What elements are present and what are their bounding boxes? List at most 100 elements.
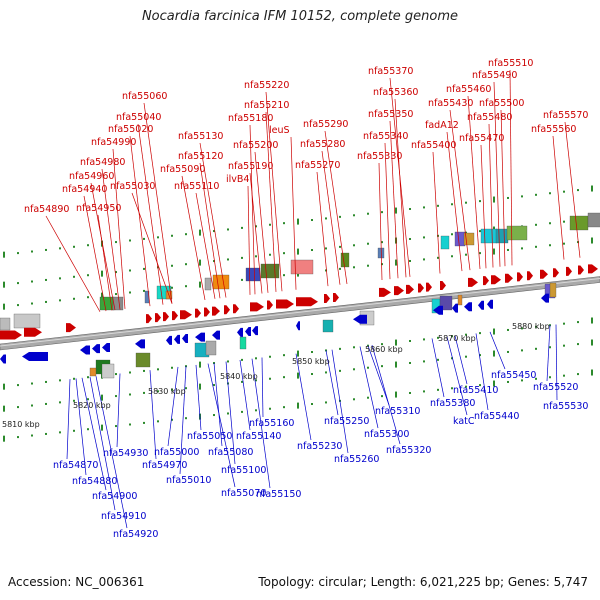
guide-dot [269,223,271,226]
feature-box [322,319,334,333]
forward-gene-arrow [0,330,22,340]
guide-dot [115,271,117,274]
reverse-gene-arrow [174,334,180,344]
guide-dot [3,405,5,412]
forward-gene-arrow [324,294,330,304]
reverse-label-line [454,335,468,385]
forward-gene-arrow [426,282,432,292]
guide-dot [409,361,411,364]
guide-dot [269,253,271,256]
reverse-gene-label: nfa55050 [187,431,232,442]
forward-gene-label: nfa55430 [428,98,473,109]
label-lines [45,69,581,529]
guide-dot [507,248,509,251]
guide-dot [339,215,341,218]
reverse-label-line [446,336,468,416]
forward-gene-arrow [163,312,169,322]
feature-box [340,252,350,268]
reverse-gene-arrow [22,352,48,362]
forward-label-line [324,130,348,285]
guide-dot [129,371,131,374]
forward-gene-label: nfa55470 [459,133,504,144]
reverse-gene-arrow [296,321,300,331]
map-title: Nocardia farcinica IFM 10152, complete g… [141,9,459,24]
reverse-gene-label: nfa55380 [430,398,475,409]
guide-dot [101,424,103,431]
reverse-label-line [207,363,236,488]
guide-dot [59,401,61,404]
guide-dot [59,277,61,280]
forward-gene-arrow [418,283,424,293]
forward-gene-arrow [540,269,548,279]
guide-dot [507,328,509,331]
forward-gene-arrow [267,300,273,310]
guide-dot [297,248,299,255]
forward-label-line [101,168,121,310]
guide-dot [563,242,565,245]
forward-gene-arrow [180,310,192,320]
guide-dot [409,259,411,262]
guide-dot [227,412,229,415]
guide-dot [73,297,75,300]
reverse-label-line [431,338,445,398]
accession-text: Accession: NC_006361 [8,575,145,589]
guide-dot [185,263,187,266]
scale-labels: 5810 kbp 5820 kbp 5830 kbp 5840 kbp 5850 kbp… [2,322,550,429]
forward-gene-label: nfa55060 [122,91,167,102]
guide-dot [437,336,439,339]
forward-gene-arrow [483,276,489,286]
guide-dot [101,270,103,277]
guide-dot [549,192,551,195]
guide-dot [227,360,229,363]
forward-gene-label: nfa55500 [479,98,524,109]
reverse-label-line [546,325,551,382]
forward-label-line [509,69,513,266]
guide-dot [381,241,383,244]
guide-dot [423,206,425,209]
forward-gene-label: nfa55110 [174,181,219,192]
guide-dot [3,303,5,310]
guide-dot [269,407,271,410]
guide-dot [59,247,61,250]
guide-dot [87,398,89,401]
guide-dot [129,423,131,426]
forward-gene-arrow [505,273,513,283]
forward-label-line [321,150,341,285]
guide-dot [185,417,187,420]
guide-dot [213,230,215,233]
forward-gene-label: nfa55040 [116,112,161,123]
guide-dot [87,428,89,431]
forward-gene-arrow [333,293,339,303]
reverse-label-line [367,345,390,406]
guide-dot [339,245,341,248]
guide-dot [409,207,411,210]
guide-dot [479,384,481,387]
guide-dot [241,226,243,229]
reverse-gene-arrow [195,332,205,342]
guide-dot [423,390,425,393]
guide-dot [479,332,481,335]
forward-gene-label: nfa55350 [368,109,413,120]
guide-dot [395,391,397,398]
reverse-gene-label: nfa55160 [249,418,294,429]
reverse-gene-label: nfa55150 [256,489,301,500]
feature-box [204,277,212,291]
feature-box [506,225,528,241]
guide-dot [17,304,19,307]
feature-box [239,336,247,350]
forward-gene-arrow [468,277,478,287]
reverse-gene-arrow [182,334,188,344]
guide-dot [381,343,383,346]
guide-dot [171,286,173,289]
reverse-gene-label: nfa55300 [364,429,409,440]
guide-dot [535,377,537,380]
reverse-gene-arrow [452,303,458,313]
feature-box [13,313,41,329]
gene-labels: nfa54890 nfa54940 nfa54950 nfa54960 nfa54980… [24,58,588,540]
feature-box [549,282,557,298]
guide-dot [395,207,397,214]
guide-dot [451,335,453,338]
scale-label: 5870 kbp [438,334,476,343]
feature-box [0,317,11,331]
reverse-gene-arrow [478,300,484,310]
